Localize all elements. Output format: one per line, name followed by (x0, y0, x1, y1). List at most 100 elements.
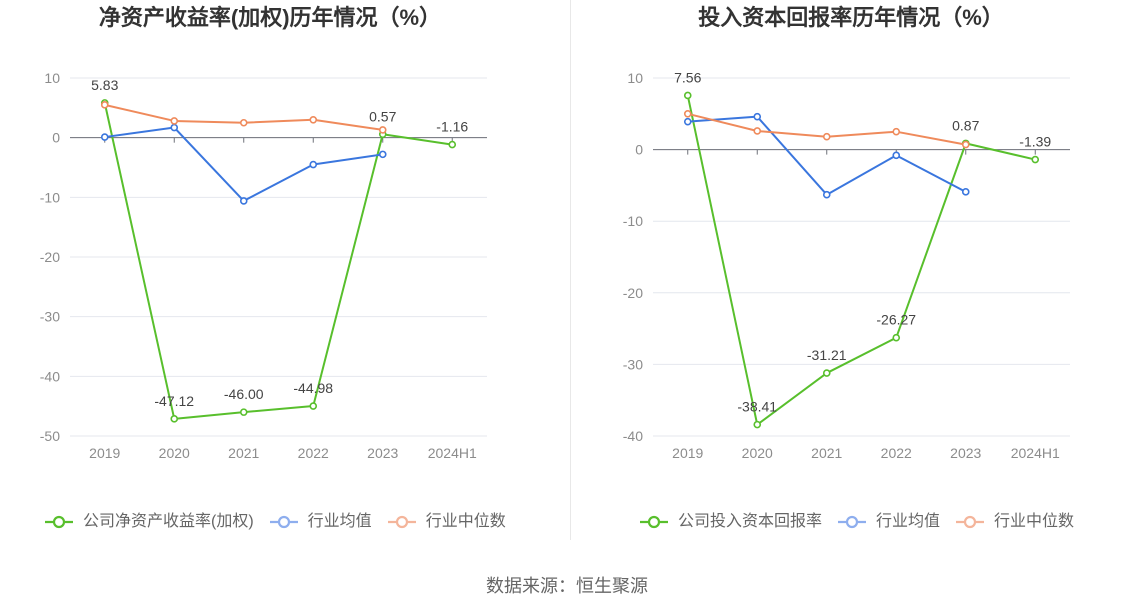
x-tick-label: 2020 (742, 445, 773, 461)
y-tick-label: 0 (52, 130, 60, 146)
company-data-point (683, 91, 692, 100)
industry-average-data-point (378, 150, 387, 159)
company-series-line (103, 102, 453, 420)
legend-line-circle-icon (269, 515, 298, 529)
company-data-point (1031, 155, 1040, 164)
company-data-label: -1.39 (1019, 134, 1051, 150)
x-tick-label: 2022 (298, 445, 329, 461)
industry-average-series (100, 123, 387, 205)
company-data-point (448, 140, 457, 149)
y-tick-label: 10 (627, 70, 643, 86)
legend-item-industry-average[interactable]: 行业均值 (269, 512, 372, 532)
industry-median-data-point (892, 127, 901, 136)
industry-median-data-point (100, 101, 109, 109)
x-tick-label: 2022 (881, 445, 912, 461)
company-data-label: -46.00 (224, 386, 264, 402)
company-data-point (170, 415, 179, 423)
legend-line-circle-icon (640, 515, 668, 529)
roe-chart-legend: 公司净资产收益率(加权) 行业均值 行业中位数 (45, 512, 522, 532)
industry-average-data-point (309, 160, 318, 169)
y-tick-label: -30 (623, 356, 643, 372)
legend-label: 行业均值 (876, 513, 941, 530)
legend-item-industry-median[interactable]: 行业中位数 (387, 512, 506, 532)
y-tick-label: -20 (623, 285, 643, 301)
x-tick-label: 2019 (89, 445, 120, 461)
company-data-label: -1.16 (436, 119, 468, 135)
legend-item-company-roe[interactable]: 公司净资产收益率(加权) (45, 512, 254, 532)
industry-average-data-point (753, 112, 762, 121)
industry-average-data-point (892, 151, 901, 160)
industry-average-data-point (683, 117, 692, 126)
company-data-label: -31.21 (807, 347, 847, 363)
y-tick-label: 0 (635, 142, 643, 158)
industry-median-data-point (170, 117, 179, 125)
company-data-label: 5.83 (91, 77, 118, 93)
industry-median-data-point (753, 127, 762, 135)
industry-average-data-point (239, 197, 248, 205)
industry-median-data-point (961, 140, 970, 149)
legend-label: 公司投入资本回报率 (678, 513, 823, 530)
industry-average-series-line (687, 115, 967, 196)
legend-item-company-roic[interactable]: 公司投入资本回报率 (640, 512, 822, 532)
charts-canvas: 10 0 -10 -20 -30 -40 -50 2019 2020 2021 2022 2023 20… (40, 69, 1070, 461)
company-data-label: -26.27 (876, 312, 916, 328)
company-series (100, 99, 457, 423)
legend-line-circle-icon (838, 515, 867, 529)
company-data-label: 7.56 (674, 69, 701, 85)
company-data-label: -47.12 (154, 393, 194, 409)
company-series-line (686, 95, 1036, 426)
industry-median-series (683, 110, 970, 149)
industry-median-data-point (239, 118, 248, 127)
company-data-point (892, 333, 901, 342)
x-tick-label: 2023 (950, 445, 981, 461)
y-tick-label: -40 (623, 428, 643, 444)
y-tick-label: -30 (40, 309, 60, 325)
roic-chart-legend: 公司投入资本回报率 行业均值 行业中位数 (640, 512, 1090, 532)
company-series (683, 91, 1040, 429)
industry-median-data-point (378, 126, 387, 134)
company-data-label: -44.98 (293, 380, 333, 396)
roic-chart: 10 0 -10 -20 -30 -40 2019 2020 2021 2022 2023 2024H… (623, 69, 1070, 461)
x-tick-label: 2024H1 (428, 445, 477, 461)
roe-chart-title: 净资产收益率(加权)历年情况（%） (98, 5, 442, 30)
industry-average-series (683, 112, 970, 199)
x-tick-label: 2024H1 (1011, 445, 1060, 461)
company-data-label: 0.87 (952, 117, 979, 133)
roe-chart: 10 0 -10 -20 -30 -40 -50 2019 2020 2021 2022 2023 20… (40, 70, 487, 461)
company-data-point (753, 420, 762, 429)
legend-label: 行业中位数 (994, 513, 1075, 530)
legend-label: 行业均值 (307, 513, 372, 530)
x-tick-label: 2021 (811, 445, 842, 461)
y-tick-label: 10 (44, 70, 60, 86)
company-data-point (309, 402, 318, 410)
industry-average-data-point (961, 188, 970, 196)
legend-item-industry-median[interactable]: 行业中位数 (956, 512, 1074, 532)
industry-median-data-point (309, 115, 318, 124)
industry-average-data-point (100, 133, 109, 141)
industry-median-data-point (822, 132, 831, 141)
industry-average-data-point (822, 190, 831, 199)
company-data-label: 0.57 (369, 108, 396, 124)
industry-average-data-point (170, 123, 179, 132)
x-tick-label: 2021 (228, 445, 259, 461)
legend-item-industry-average[interactable]: 行业均值 (838, 512, 940, 532)
y-tick-label: -50 (40, 428, 60, 444)
legend-line-circle-icon (45, 515, 73, 529)
company-data-point (239, 408, 248, 416)
legend-label: 公司净资产收益率(加权) (83, 513, 254, 530)
y-tick-label: -10 (623, 213, 643, 229)
x-tick-label: 2020 (159, 445, 190, 461)
legend-line-circle-icon (387, 515, 416, 529)
industry-median-data-point (683, 110, 692, 118)
y-tick-label: -20 (40, 249, 60, 265)
data-source-note: 数据来源：恒生聚源 (486, 576, 648, 596)
company-data-point (822, 369, 831, 377)
legend-line-circle-icon (956, 515, 985, 529)
y-tick-label: -10 (40, 189, 60, 205)
x-tick-label: 2023 (367, 445, 398, 461)
company-data-label: -38.41 (737, 399, 777, 415)
x-tick-label: 2019 (672, 445, 703, 461)
y-tick-label: -40 (40, 368, 60, 384)
roic-chart-title: 投入资本回报率历年情况（%） (698, 5, 1004, 30)
chart-divider (570, 0, 571, 540)
